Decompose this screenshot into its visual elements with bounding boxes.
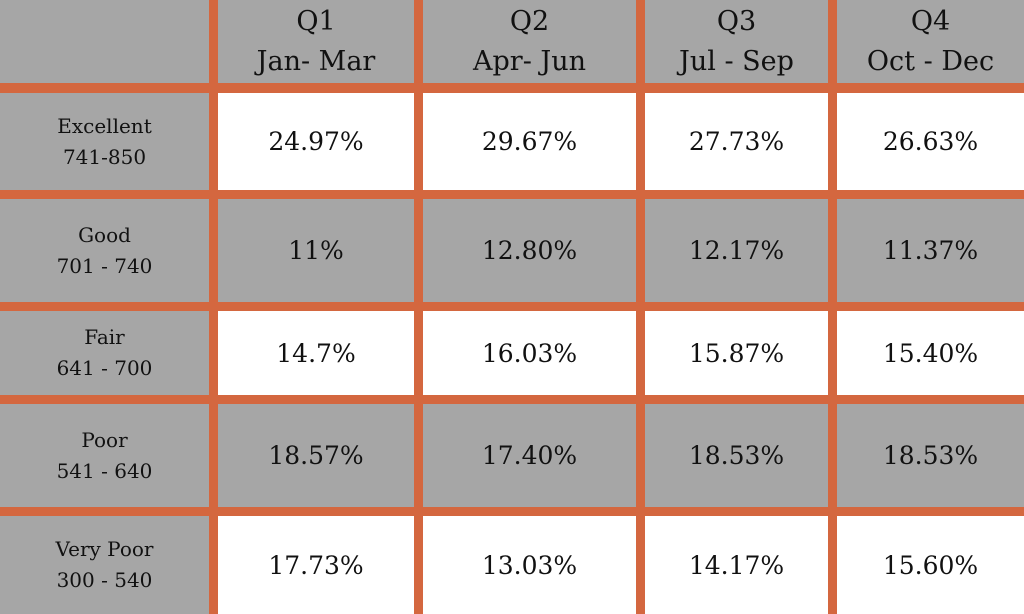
data-cell-value: 15.87%: [688, 338, 785, 368]
data-cell: 16.03%: [423, 311, 636, 395]
row-label-very-poor: Very Poor 300 - 540: [0, 516, 209, 614]
data-cell: 15.60%: [837, 516, 1024, 614]
column-header-months: Apr- Jun: [473, 45, 586, 77]
data-cell-value: 29.67%: [481, 127, 578, 156]
row-label-range: 541 - 640: [56, 458, 153, 483]
data-cell: 14.17%: [645, 516, 828, 614]
column-header-months: Jul - Sep: [679, 45, 794, 77]
data-cell: 15.87%: [645, 311, 828, 395]
column-header-q3: Q3 Jul - Sep: [645, 0, 828, 83]
row-label-range: 641 - 700: [56, 356, 153, 380]
data-cell: 12.17%: [645, 199, 828, 302]
column-header-quarter: Q2: [509, 5, 550, 37]
data-cell: 26.63%: [837, 93, 1024, 190]
data-cell: 29.67%: [423, 93, 636, 190]
row-label-name: Excellent: [57, 113, 152, 138]
column-header-quarter: Q3: [716, 5, 757, 37]
data-cell-value: 12.17%: [688, 236, 785, 265]
column-header-months: Oct - Dec: [866, 45, 995, 77]
corner-cell: [0, 0, 209, 83]
column-header-quarter: Q1: [296, 5, 336, 37]
data-cell: 13.03%: [423, 516, 636, 614]
data-cell-value: 26.63%: [882, 127, 979, 156]
row-label-excellent: Excellent 741-850: [0, 93, 209, 190]
data-cell: 24.97%: [218, 93, 414, 190]
data-cell-value: 14.17%: [688, 550, 785, 580]
data-cell: 18.53%: [645, 404, 828, 507]
row-label-poor: Poor 541 - 640: [0, 404, 209, 507]
column-header-q1: Q1 Jan- Mar: [218, 0, 414, 83]
data-cell-value: 13.03%: [481, 550, 578, 580]
column-header-q4: Q4 Oct - Dec: [837, 0, 1024, 83]
data-cell: 27.73%: [645, 93, 828, 190]
data-cell: 15.40%: [837, 311, 1024, 395]
data-cell-value: 17.73%: [268, 550, 364, 580]
data-cell-value: 12.80%: [481, 236, 578, 265]
row-label-fair: Fair 641 - 700: [0, 311, 209, 395]
row-label-range: 741-850: [62, 144, 147, 169]
data-cell: 14.7%: [218, 311, 414, 395]
row-label-range: 701 - 740: [56, 253, 153, 278]
row-label-name: Good: [78, 222, 131, 247]
data-cell-value: 27.73%: [688, 127, 785, 156]
data-cell: 18.57%: [218, 404, 414, 507]
data-cell-value: 16.03%: [481, 338, 578, 368]
row-label-name: Poor: [81, 427, 128, 452]
row-label-name: Fair: [84, 325, 125, 349]
row-label-good: Good 701 - 740: [0, 199, 209, 302]
data-cell-value: 18.57%: [268, 441, 364, 470]
data-cell-value: 14.7%: [276, 338, 356, 368]
data-cell-value: 15.40%: [882, 338, 979, 368]
data-cell: 11%: [218, 199, 414, 302]
data-cell: 12.80%: [423, 199, 636, 302]
data-cell: 11.37%: [837, 199, 1024, 302]
data-cell-value: 18.53%: [882, 441, 979, 470]
data-cell-value: 11%: [288, 236, 344, 265]
data-cell: 18.53%: [837, 404, 1024, 507]
row-label-range: 300 - 540: [56, 568, 153, 592]
column-header-q2: Q2 Apr- Jun: [423, 0, 636, 83]
data-cell-value: 15.60%: [882, 550, 979, 580]
data-cell: 17.73%: [218, 516, 414, 614]
data-cell-value: 24.97%: [268, 127, 364, 156]
column-header-quarter: Q4: [910, 5, 951, 37]
data-cell-value: 11.37%: [882, 236, 979, 265]
column-header-months: Jan- Mar: [256, 45, 376, 77]
data-cell-value: 17.40%: [481, 441, 578, 470]
data-cell: 17.40%: [423, 404, 636, 507]
data-cell-value: 18.53%: [688, 441, 785, 470]
row-label-name: Very Poor: [55, 537, 154, 561]
